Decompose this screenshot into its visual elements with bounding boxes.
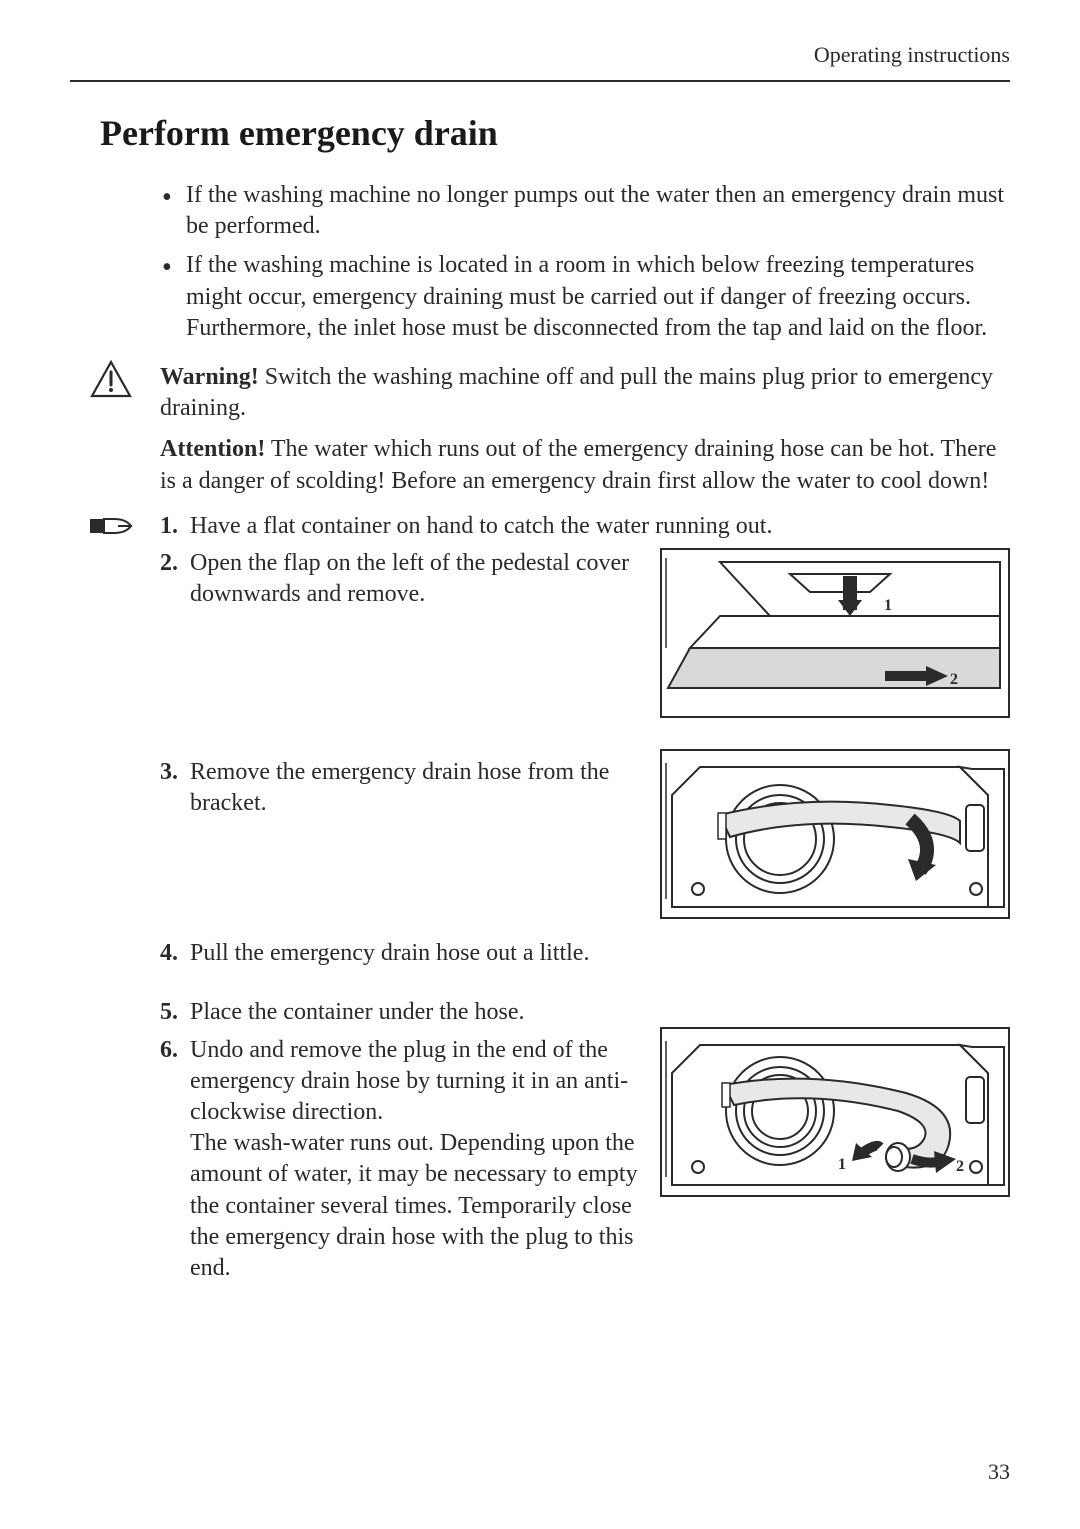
hand-pointer-icon bbox=[88, 511, 134, 541]
warning-label: Warning! bbox=[160, 364, 259, 390]
step-number: 4. bbox=[160, 938, 178, 969]
step-item: 4. Pull the emergency drain hose out a l… bbox=[160, 938, 1010, 969]
step-text: Have a flat container on hand to catch t… bbox=[190, 513, 772, 539]
step-item: 2. Open the flap on the left of the pede… bbox=[160, 548, 1010, 727]
step-number: 6. bbox=[160, 1035, 178, 1066]
attention-label: Attention! bbox=[160, 436, 265, 462]
bullet-list: If the washing machine no longer pumps o… bbox=[160, 180, 1010, 344]
figure-hose-bracket bbox=[660, 749, 1010, 928]
warning-paragraph: Warning! Switch the washing machine off … bbox=[160, 362, 1010, 424]
step-item: 6. Undo and remove the plug in the end o… bbox=[160, 1035, 1010, 1285]
manual-page: Operating instructions Perform emergency… bbox=[0, 0, 1080, 1529]
page-title: Perform emergency drain bbox=[70, 112, 1010, 154]
figure-flap: 1 2 bbox=[660, 548, 1010, 727]
step-item: 1. Have a flat container on hand to catc… bbox=[160, 511, 1010, 542]
header-section-label: Operating instructions bbox=[70, 42, 1010, 82]
warning-text: Switch the washing machine off and pull … bbox=[160, 364, 993, 421]
bullet-item: If the washing machine no longer pumps o… bbox=[160, 180, 1010, 242]
step-text: Place the container under the hose. bbox=[190, 999, 525, 1025]
step-number: 5. bbox=[160, 997, 178, 1028]
page-number: 33 bbox=[988, 1459, 1010, 1485]
warning-triangle-icon bbox=[90, 360, 132, 398]
step-text: Undo and remove the plug in the end of t… bbox=[190, 1035, 646, 1285]
content-column: If the washing machine no longer pumps o… bbox=[70, 180, 1010, 1284]
figure-label: 1 bbox=[838, 1156, 846, 1173]
step-text: Open the flap on the left of the pedesta… bbox=[190, 548, 646, 610]
step-text: Pull the emergency drain hose out a litt… bbox=[190, 940, 589, 966]
figure-label: 2 bbox=[956, 1158, 964, 1175]
step-number: 2. bbox=[160, 548, 178, 579]
attention-paragraph: Attention! The water which runs out of t… bbox=[160, 434, 1010, 496]
figure-hose-plug: 1 2 bbox=[660, 1027, 1010, 1206]
figure-label: 2 bbox=[950, 671, 958, 688]
step-number: 1. bbox=[160, 511, 178, 542]
step-item: 5. Place the container under the hose. bbox=[160, 997, 1010, 1028]
figure-label: 1 bbox=[884, 597, 892, 614]
step-item: 3. Remove the emergency drain hose from … bbox=[160, 757, 1010, 928]
step-text: Remove the emergency drain hose from the… bbox=[190, 757, 646, 819]
step-list: 1. Have a flat container on hand to catc… bbox=[160, 511, 1010, 1284]
step-number: 3. bbox=[160, 757, 178, 788]
bullet-item: If the washing machine is located in a r… bbox=[160, 250, 1010, 344]
attention-text: The water which runs out of the emergenc… bbox=[160, 436, 996, 493]
